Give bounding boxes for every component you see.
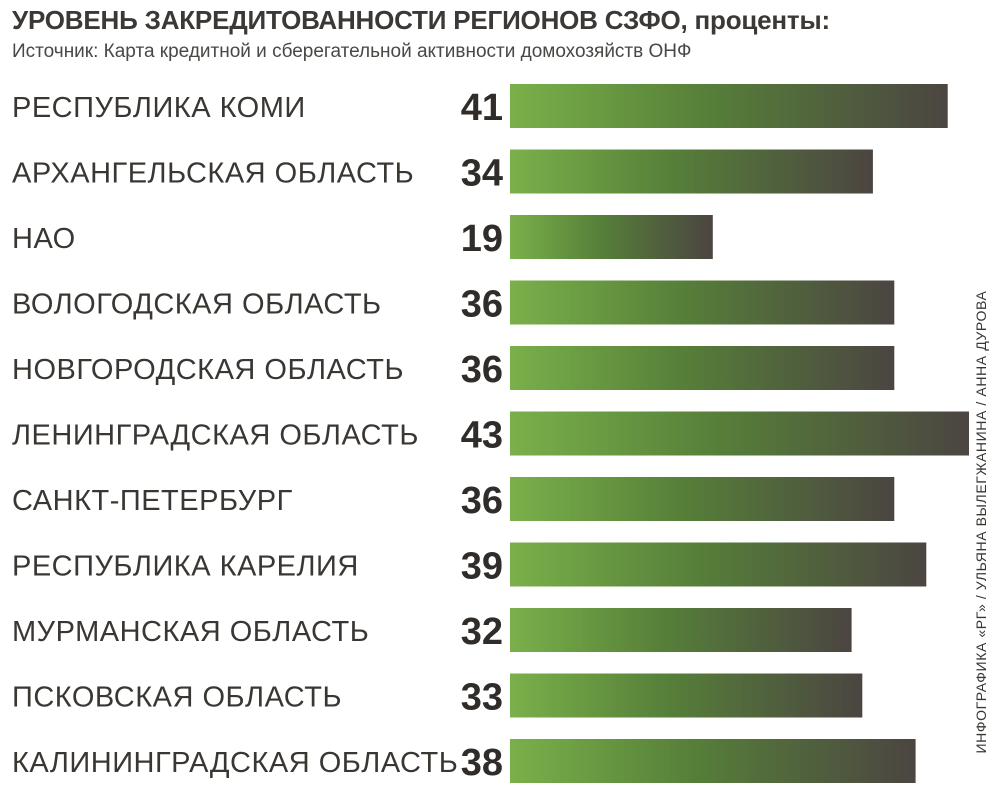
bar	[510, 542, 927, 587]
category-label: НАО	[12, 223, 76, 255]
category-label: ВОЛОГОДСКАЯ ОБЛАСТЬ	[12, 289, 382, 321]
chart-subtitle: Источник: Карта кредитной и сберегательн…	[12, 41, 692, 62]
value-label: 19	[461, 218, 503, 260]
category-label: САНКТ-ПЕТЕРБУРГ	[12, 485, 293, 517]
category-label: ПСКОВСКАЯ ОБЛАСТЬ	[12, 682, 342, 714]
value-label: 36	[461, 349, 503, 391]
bar	[510, 215, 713, 259]
bar	[510, 739, 916, 783]
category-label: НОВГОРОДСКАЯ ОБЛАСТЬ	[12, 354, 404, 386]
category-labels: РЕСПУБЛИКА КОМИ АРХАНГЕЛЬСКАЯ ОБЛАСТЬ НАО В…	[12, 92, 458, 779]
value-label: 43	[461, 415, 503, 457]
value-label: 36	[461, 284, 503, 326]
bars-layer	[510, 84, 969, 783]
bar	[510, 149, 873, 194]
bar	[510, 346, 895, 390]
category-label: РЕСПУБЛИКА КАРЕЛИЯ	[12, 551, 359, 583]
bar	[510, 84, 948, 128]
value-label: 38	[461, 742, 503, 784]
bar	[510, 280, 895, 325]
credit-text: ИНФОГРАФИКА «РГ» / УЛЬЯНА ВЫЛЕГЖАНИНА / …	[973, 290, 989, 754]
category-label: ЛЕНИНГРАДСКАЯ ОБЛАСТЬ	[12, 420, 419, 452]
value-label: 36	[461, 480, 503, 522]
category-label: АРХАНГЕЛЬСКАЯ ОБЛАСТЬ	[12, 158, 414, 190]
bar	[510, 477, 895, 521]
bar	[510, 411, 969, 456]
category-label: РЕСПУБЛИКА КОМИ	[12, 92, 306, 124]
value-labels: 41 34 19 36 36 43 36 39 32 33 38	[461, 87, 503, 784]
chart-title: УРОВЕНЬ ЗАКРЕДИТОВАННОСТИ РЕГИОНОВ СЗФО,…	[12, 5, 830, 35]
bar	[510, 608, 852, 652]
value-label: 32	[461, 611, 503, 653]
value-label: 34	[461, 153, 503, 195]
category-label: КАЛИНИНГРАДСКАЯ ОБЛАСТЬ	[12, 747, 458, 779]
value-label: 39	[461, 546, 503, 588]
value-label: 41	[461, 87, 503, 129]
category-label: МУРМАНСКАЯ ОБЛАСТЬ	[12, 616, 369, 648]
value-label: 33	[461, 677, 503, 719]
bar	[510, 673, 863, 718]
